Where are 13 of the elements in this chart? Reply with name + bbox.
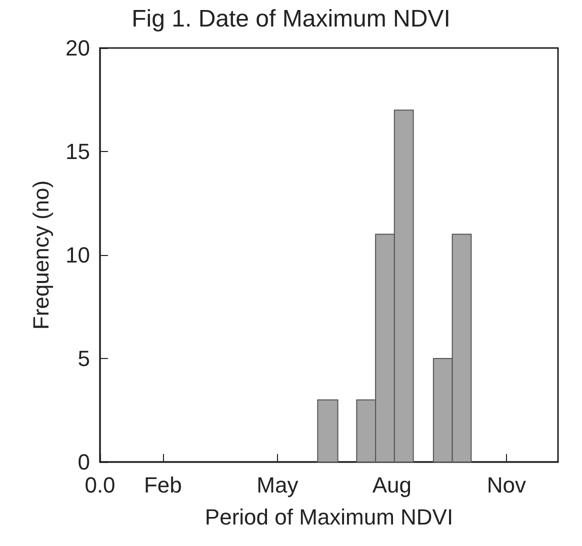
x-tick-label: Aug xyxy=(372,472,412,498)
x-tick-label: 0.0 xyxy=(84,472,116,498)
x-tick-label: May xyxy=(256,472,298,498)
y-tick-label: 15 xyxy=(66,139,90,164)
x-axis-title: Period of Maximum NDVI xyxy=(204,504,454,530)
x-tick-label: Feb xyxy=(144,472,182,498)
y-axis-title: Frequency (no) xyxy=(28,180,54,330)
x-tick-label: Nov xyxy=(486,472,526,498)
chart-title: Fig 1. Date of Maximum NDVI xyxy=(132,6,450,32)
y-tick-label: 20 xyxy=(66,36,90,60)
y-tick-label: 5 xyxy=(78,346,90,371)
y-tick-label: 10 xyxy=(66,242,90,268)
y-tick-label: 0 xyxy=(78,450,90,474)
